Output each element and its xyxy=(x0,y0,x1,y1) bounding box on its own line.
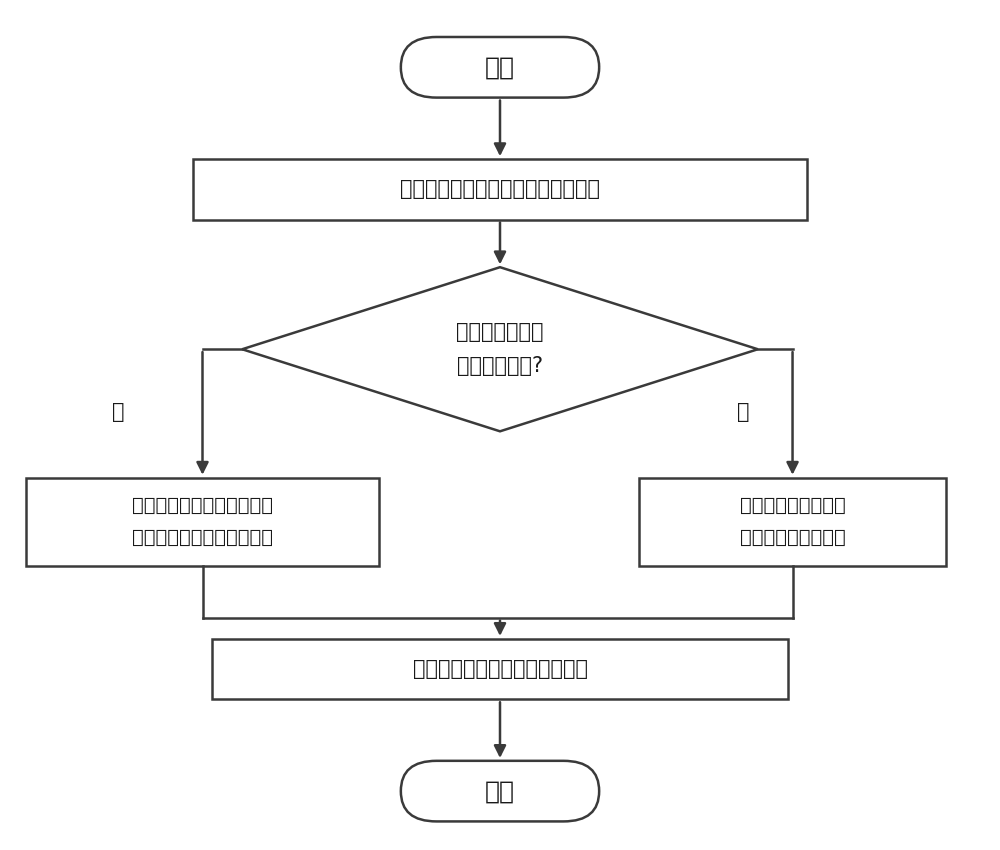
Text: 存在特定方向的
行人斜穿需求?: 存在特定方向的 行人斜穿需求? xyxy=(456,322,544,377)
FancyBboxPatch shape xyxy=(193,159,807,219)
Text: 满足特定方向过街需求的相
序设置与过街方式组合策略: 满足特定方向过街需求的相 序设置与过街方式组合策略 xyxy=(132,496,273,547)
FancyBboxPatch shape xyxy=(401,37,599,98)
Text: 对交叉口行人驻足区与人行横道编号: 对交叉口行人驻足区与人行横道编号 xyxy=(400,179,600,200)
Polygon shape xyxy=(242,267,758,431)
FancyBboxPatch shape xyxy=(401,761,599,821)
Text: 设置诱导指示标识指引行人过街: 设置诱导指示标识指引行人过街 xyxy=(413,659,588,679)
FancyBboxPatch shape xyxy=(639,478,946,566)
FancyBboxPatch shape xyxy=(212,639,788,700)
FancyBboxPatch shape xyxy=(26,478,379,566)
Text: 开始: 开始 xyxy=(485,55,515,79)
Text: 既定相序设置条件下
的行人过街组织方案: 既定相序设置条件下 的行人过街组织方案 xyxy=(740,496,845,547)
Text: 是: 是 xyxy=(112,402,124,422)
Text: 结束: 结束 xyxy=(485,779,515,803)
Text: 否: 否 xyxy=(737,402,749,422)
